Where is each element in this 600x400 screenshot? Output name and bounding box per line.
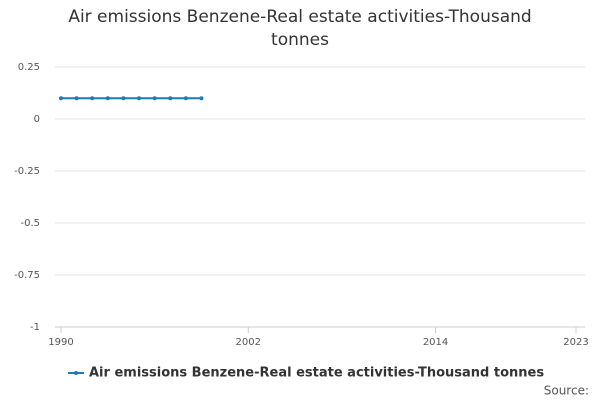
x-tick-label: 2014: [423, 337, 448, 348]
x-tick-label: 2023: [563, 337, 588, 348]
data-point: [74, 96, 79, 101]
legend-swatch-dot: [74, 371, 78, 375]
legend-label: Air emissions Benzene-Real estate activi…: [89, 366, 544, 381]
data-point: [59, 96, 63, 101]
x-tick-label: 1990: [48, 337, 73, 348]
data-point: [152, 96, 157, 101]
source: Source:: [544, 384, 589, 398]
data-point: [90, 96, 95, 101]
y-tick-label: 0: [34, 114, 40, 125]
data-point: [105, 96, 110, 101]
x-tick-label: 2002: [236, 337, 261, 348]
y-tick-label: -0.5: [20, 218, 40, 229]
data-point: [121, 96, 126, 101]
data-point: [137, 96, 142, 101]
y-tick-label: 0.25: [18, 62, 40, 73]
y-tick-label: -0.25: [14, 166, 40, 177]
data-point: [168, 96, 173, 101]
data-point: [183, 96, 188, 101]
chart-title: Air emissions Benzene-Real estate activi…: [68, 7, 532, 50]
y-tick-label: -1: [30, 322, 40, 333]
y-tick-label: -0.75: [14, 270, 40, 281]
data-point: [199, 96, 204, 101]
